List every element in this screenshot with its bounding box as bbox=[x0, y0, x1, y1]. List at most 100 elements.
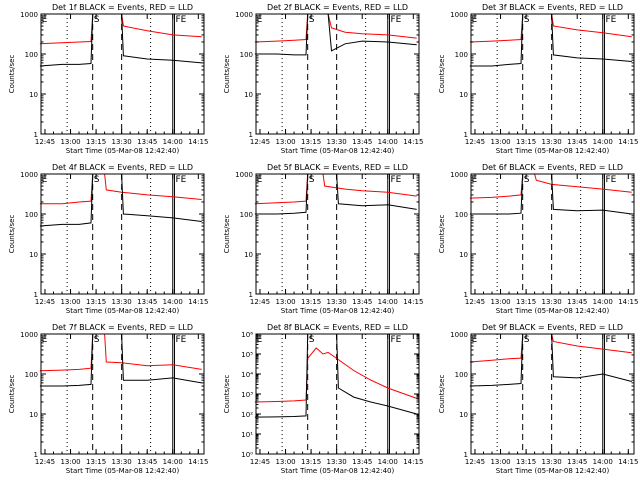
x-tick-label: 13:45 bbox=[567, 458, 587, 466]
x-axis-label: Start Time (05-Mar-08 12:42:40) bbox=[496, 147, 610, 155]
x-axis-label: Start Time (05-Mar-08 12:42:40) bbox=[66, 307, 180, 315]
x-tick-label: 13:15 bbox=[86, 138, 106, 146]
x-tick-label: 13:00 bbox=[60, 458, 80, 466]
x-axis-label: Start Time (05-Mar-08 12:42:40) bbox=[496, 307, 610, 315]
y-tick-label: 1 bbox=[249, 291, 253, 299]
x-tick-label: 13:30 bbox=[542, 138, 562, 146]
y-axis-label: Counts/sec bbox=[438, 55, 446, 94]
x-tick-label: 13:00 bbox=[275, 458, 295, 466]
panel-det-6: Det 6f BLACK = Events, RED = LLD E S FE 1 10 1… bbox=[438, 163, 638, 315]
y-axis-label: Counts/sec bbox=[223, 55, 231, 94]
x-tick-label: 14:15 bbox=[618, 138, 638, 146]
x-axis-label: Start Time (05-Mar-08 12:42:40) bbox=[281, 467, 395, 475]
x-tick-label: 13:00 bbox=[275, 298, 295, 306]
y-axis-label: Counts/sec bbox=[8, 375, 16, 414]
plot-frame bbox=[255, 13, 420, 135]
plot-frame bbox=[470, 173, 635, 295]
y-tick-label: 1000 bbox=[235, 11, 253, 19]
x-tick-label: 13:45 bbox=[352, 458, 372, 466]
y-tick-label: 10¹ bbox=[241, 431, 253, 439]
y-axis-label: Counts/sec bbox=[8, 55, 16, 94]
y-tick-label: 100 bbox=[455, 51, 468, 59]
time-marker-label: S bbox=[309, 175, 315, 185]
y-tick-label: 1000 bbox=[235, 171, 253, 179]
series-lld-line bbox=[254, 347, 417, 403]
x-tick-label: 13:30 bbox=[327, 458, 347, 466]
y-tick-label: 100 bbox=[25, 371, 38, 379]
time-marker-label: S bbox=[309, 335, 315, 345]
panel-title: Det 5f BLACK = Events, RED = LLD bbox=[267, 163, 408, 172]
plot-frame bbox=[255, 173, 420, 295]
x-tick-label: 13:00 bbox=[490, 298, 510, 306]
time-marker-label: FE bbox=[390, 335, 401, 345]
x-tick-label: 13:15 bbox=[516, 138, 536, 146]
time-marker-label: E bbox=[42, 175, 48, 185]
x-tick-label: 13:00 bbox=[275, 138, 295, 146]
x-tick-label: 13:00 bbox=[60, 298, 80, 306]
y-tick-label: 1000 bbox=[450, 171, 468, 179]
series-events-line bbox=[254, 333, 417, 418]
x-tick-label: 13:15 bbox=[86, 458, 106, 466]
y-tick-label: 1000 bbox=[450, 11, 468, 19]
time-marker-label: FE bbox=[605, 175, 616, 185]
time-marker-label: S bbox=[524, 335, 530, 345]
x-axis-label: Start Time (05-Mar-08 12:42:40) bbox=[281, 307, 395, 315]
panel-title: Det 6f BLACK = Events, RED = LLD bbox=[482, 163, 623, 172]
time-marker-label: FE bbox=[390, 175, 401, 185]
time-marker-label: FE bbox=[175, 15, 186, 25]
y-tick-label: 1 bbox=[34, 131, 38, 139]
y-tick-label: 100 bbox=[25, 51, 38, 59]
panel-title: Det 3f BLACK = Events, RED = LLD bbox=[482, 3, 623, 12]
x-tick-label: 14:15 bbox=[188, 138, 208, 146]
panel-det-9: Det 9f BLACK = Events, RED = LLD E S FE 1 10 1… bbox=[438, 323, 638, 475]
time-marker-label: S bbox=[524, 175, 530, 185]
y-axis-label: Counts/sec bbox=[438, 215, 446, 254]
panel-det-1: Det 1f BLACK = Events, RED = LLD E S FE 1 10 1… bbox=[8, 3, 208, 155]
time-marker-label: FE bbox=[175, 335, 186, 345]
x-tick-label: 13:30 bbox=[542, 298, 562, 306]
panel-title: Det 7f BLACK = Events, RED = LLD bbox=[52, 323, 193, 332]
x-tick-label: 13:00 bbox=[490, 458, 510, 466]
x-tick-label: 13:45 bbox=[137, 138, 157, 146]
x-tick-label: 13:00 bbox=[60, 138, 80, 146]
panel-det-4: Det 4f BLACK = Events, RED = LLD E S FE 1 10 1… bbox=[8, 163, 208, 315]
y-tick-label: 10 bbox=[459, 251, 468, 259]
y-tick-label: 1000 bbox=[450, 331, 468, 339]
x-tick-label: 13:45 bbox=[137, 298, 157, 306]
y-tick-label: 10² bbox=[241, 411, 253, 419]
x-tick-label: 14:00 bbox=[378, 138, 398, 146]
x-axis-label: Start Time (05-Mar-08 12:42:40) bbox=[66, 147, 180, 155]
time-marker-label: E bbox=[257, 15, 263, 25]
plot-frame bbox=[470, 13, 635, 135]
panel-det-2: Det 2f BLACK = Events, RED = LLD E S FE 1 10 1… bbox=[223, 3, 423, 155]
x-tick-label: 12:45 bbox=[465, 298, 485, 306]
y-tick-label: 1000 bbox=[20, 331, 38, 339]
y-tick-label: 10⁶ bbox=[241, 331, 253, 339]
x-tick-label: 13:45 bbox=[352, 298, 372, 306]
x-tick-label: 13:30 bbox=[542, 458, 562, 466]
panel-title: Det 1f BLACK = Events, RED = LLD bbox=[52, 3, 193, 12]
panel-title: Det 4f BLACK = Events, RED = LLD bbox=[52, 163, 193, 172]
x-tick-label: 13:30 bbox=[112, 138, 132, 146]
y-tick-label: 10³ bbox=[241, 391, 253, 399]
x-tick-label: 13:15 bbox=[516, 298, 536, 306]
time-marker-label: E bbox=[42, 15, 48, 25]
x-tick-label: 13:30 bbox=[327, 138, 347, 146]
y-tick-label: 10 bbox=[244, 251, 253, 259]
y-tick-label: 100 bbox=[240, 51, 253, 59]
x-tick-label: 14:00 bbox=[593, 458, 613, 466]
panel-title: Det 2f BLACK = Events, RED = LLD bbox=[267, 3, 408, 12]
x-tick-label: 14:00 bbox=[593, 298, 613, 306]
y-tick-label: 1000 bbox=[20, 171, 38, 179]
x-tick-label: 12:45 bbox=[250, 458, 270, 466]
time-marker-label: S bbox=[524, 15, 530, 25]
x-tick-label: 14:15 bbox=[403, 138, 423, 146]
y-tick-label: 1 bbox=[464, 451, 468, 459]
time-marker-label: FE bbox=[605, 335, 616, 345]
y-tick-label: 10 bbox=[459, 91, 468, 99]
x-tick-label: 14:15 bbox=[188, 298, 208, 306]
y-tick-label: 100 bbox=[455, 371, 468, 379]
x-tick-label: 14:00 bbox=[378, 298, 398, 306]
x-tick-label: 13:00 bbox=[490, 138, 510, 146]
